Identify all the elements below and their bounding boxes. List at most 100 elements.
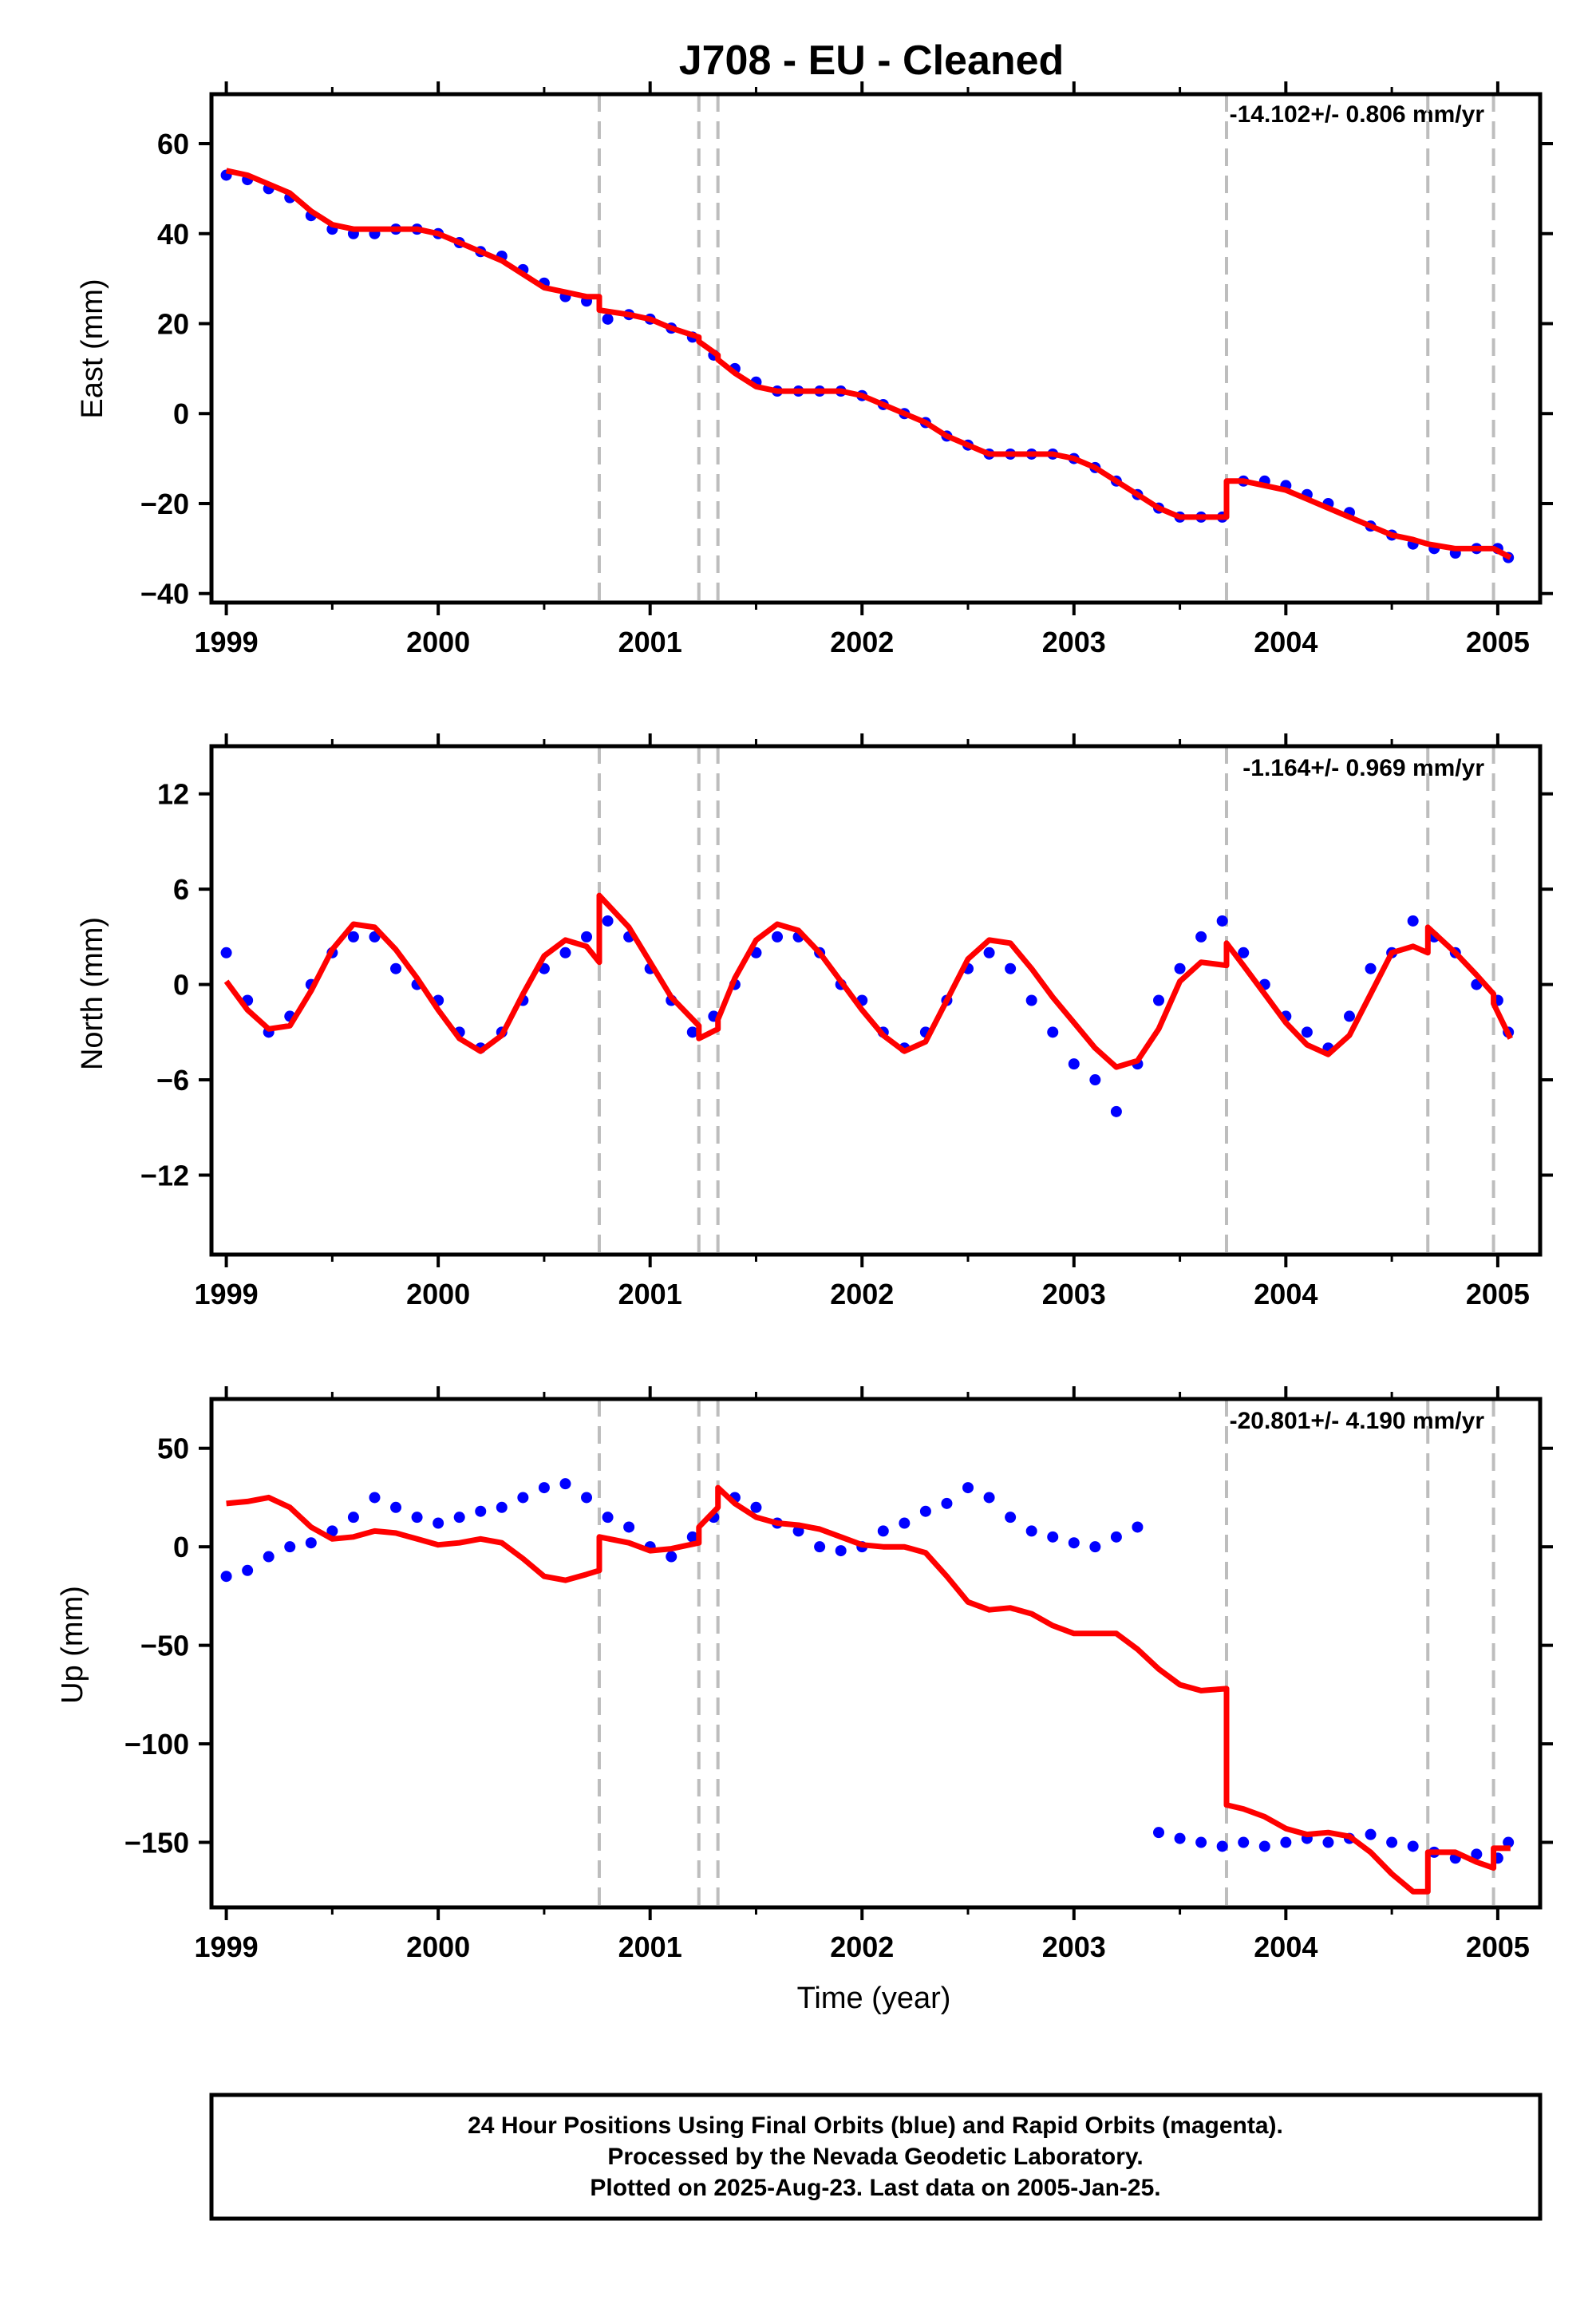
north-x-tick-label-1: 2000 bbox=[406, 1278, 470, 1310]
north-panel: -1.164+/- 0.969 mm/yr North (mm) 1999 200… bbox=[76, 733, 1553, 1310]
up-point-38 bbox=[1025, 1525, 1037, 1537]
north-plot-frame bbox=[209, 744, 1543, 1257]
footer-line-1: 24 Hour Positions Using Final Orbits (bl… bbox=[468, 2112, 1283, 2139]
north-point-45 bbox=[1174, 962, 1186, 974]
up-x-tick-label-1: 2000 bbox=[406, 1931, 470, 1963]
up-point-19 bbox=[623, 1521, 635, 1533]
up-point-55 bbox=[1386, 1836, 1398, 1848]
up-y-tick-label-4: 50 bbox=[157, 1433, 189, 1465]
up-point-4 bbox=[305, 1537, 317, 1549]
up-point-33 bbox=[919, 1505, 931, 1517]
up-point-59 bbox=[1471, 1848, 1483, 1860]
up-point-18 bbox=[602, 1512, 614, 1524]
up-point-42 bbox=[1110, 1531, 1122, 1543]
north-y-tick-label-2: 0 bbox=[173, 969, 189, 1002]
north-point-22 bbox=[686, 1026, 698, 1038]
north-y-tick-label-3: 6 bbox=[173, 873, 189, 906]
up-point-12 bbox=[475, 1505, 487, 1517]
up-point-50 bbox=[1280, 1836, 1292, 1848]
up-point-31 bbox=[877, 1525, 889, 1537]
north-x-tick-label-0: 1999 bbox=[195, 1278, 259, 1310]
east-rate-label: -14.102+/- 0.806 mm/yr bbox=[1230, 101, 1485, 128]
up-y-axis-label: Up (mm) bbox=[56, 1586, 89, 1704]
north-x-tick-label-6: 2005 bbox=[1466, 1278, 1530, 1310]
up-point-61 bbox=[1503, 1836, 1515, 1848]
east-x-tick-label-3: 2002 bbox=[830, 626, 894, 658]
up-x-tick-label-6: 2005 bbox=[1466, 1931, 1530, 1963]
north-point-44 bbox=[1153, 994, 1165, 1006]
north-y-axis-label: North (mm) bbox=[76, 917, 109, 1070]
up-point-0 bbox=[220, 1571, 232, 1583]
north-point-56 bbox=[1407, 915, 1419, 927]
east-y-tick-label-5: 60 bbox=[157, 128, 189, 160]
up-point-45 bbox=[1174, 1832, 1186, 1844]
east-panel: -14.102+/- 0.806 mm/yr East (mm) 1999 200… bbox=[76, 81, 1553, 658]
north-point-36 bbox=[983, 947, 995, 958]
up-y-tick-label-1: −100 bbox=[124, 1728, 189, 1761]
north-point-16 bbox=[559, 947, 571, 958]
up-point-13 bbox=[496, 1501, 508, 1513]
north-point-37 bbox=[1005, 962, 1017, 974]
footer-box: 24 Hour Positions Using Final Orbits (bl… bbox=[209, 2093, 1543, 2221]
east-y-axis-label: East (mm) bbox=[76, 279, 109, 418]
up-point-25 bbox=[750, 1501, 762, 1513]
up-point-46 bbox=[1195, 1836, 1207, 1848]
north-point-48 bbox=[1238, 947, 1250, 958]
north-x-tick-label-5: 2004 bbox=[1254, 1278, 1317, 1310]
north-point-39 bbox=[1047, 1026, 1059, 1038]
east-y-tick-label-1: −20 bbox=[140, 488, 189, 520]
east-x-tick-label-0: 1999 bbox=[195, 626, 259, 658]
up-model-line bbox=[226, 1484, 1511, 1895]
north-point-6 bbox=[347, 931, 359, 943]
north-point-0 bbox=[220, 947, 232, 958]
up-point-28 bbox=[814, 1541, 826, 1553]
north-y-tick-label-4: 12 bbox=[157, 778, 189, 811]
up-point-14 bbox=[517, 1492, 529, 1504]
up-point-39 bbox=[1047, 1531, 1059, 1543]
footer-frame bbox=[209, 2093, 1543, 2221]
up-point-6 bbox=[347, 1512, 359, 1524]
up-x-tick-label-2: 2001 bbox=[618, 1931, 682, 1963]
up-y-tick-label-3: 0 bbox=[173, 1531, 189, 1563]
up-point-1 bbox=[242, 1564, 254, 1576]
up-point-2 bbox=[263, 1551, 275, 1563]
up-point-9 bbox=[411, 1512, 423, 1524]
north-x-tick-label-2: 2001 bbox=[618, 1278, 682, 1310]
north-point-17 bbox=[581, 931, 593, 943]
east-x-tick-label-4: 2003 bbox=[1042, 626, 1106, 658]
east-x-tick-label-5: 2004 bbox=[1254, 626, 1317, 658]
north-point-47 bbox=[1216, 915, 1228, 927]
footer-line-3: Plotted on 2025-Aug-23. Last data on 200… bbox=[590, 2175, 1160, 2201]
north-rate-label: -1.164+/- 0.969 mm/yr bbox=[1242, 755, 1484, 781]
up-point-56 bbox=[1407, 1840, 1419, 1852]
north-point-18 bbox=[602, 915, 614, 927]
east-model-line bbox=[225, 168, 1512, 560]
north-model-line bbox=[223, 892, 1513, 1070]
up-point-5 bbox=[326, 1525, 338, 1537]
east-x-tick-label-6: 2005 bbox=[1466, 626, 1530, 658]
x-axis-label: Time (year) bbox=[797, 1982, 951, 2015]
up-x-tick-label-3: 2002 bbox=[830, 1931, 894, 1963]
up-point-29 bbox=[835, 1545, 847, 1557]
up-point-3 bbox=[284, 1541, 296, 1553]
up-point-47 bbox=[1216, 1840, 1228, 1852]
up-point-44 bbox=[1153, 1827, 1165, 1839]
up-point-37 bbox=[1005, 1512, 1017, 1524]
north-point-53 bbox=[1344, 1010, 1356, 1022]
north-y-tick-label-1: −6 bbox=[156, 1064, 189, 1097]
north-x-tick-label-4: 2003 bbox=[1042, 1278, 1106, 1310]
east-y-tick-label-0: −40 bbox=[140, 578, 189, 611]
footer-line-2: Processed by the Nevada Geodetic Laborat… bbox=[607, 2144, 1143, 2170]
east-y-tick-label-2: 0 bbox=[173, 397, 189, 430]
up-point-10 bbox=[433, 1517, 444, 1529]
up-point-34 bbox=[941, 1497, 953, 1509]
up-point-21 bbox=[666, 1551, 678, 1563]
east-y-tick-label-4: 40 bbox=[157, 218, 189, 251]
up-point-15 bbox=[538, 1482, 550, 1494]
up-point-36 bbox=[983, 1492, 995, 1504]
north-y-tick-label-0: −12 bbox=[140, 1159, 189, 1192]
up-y-tick-label-2: −50 bbox=[140, 1630, 189, 1662]
up-x-tick-label-5: 2004 bbox=[1254, 1931, 1317, 1963]
north-point-51 bbox=[1301, 1026, 1313, 1038]
north-point-8 bbox=[390, 962, 402, 974]
